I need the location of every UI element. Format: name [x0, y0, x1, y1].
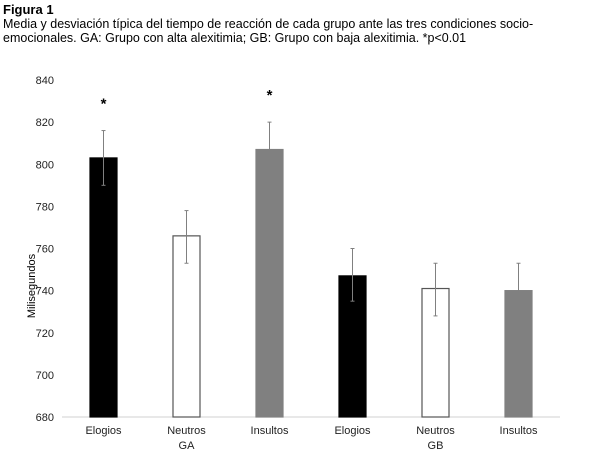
- group-label: GA: [179, 440, 196, 452]
- y-tick-label: 720: [36, 328, 54, 340]
- y-tick-label: 840: [36, 75, 54, 87]
- x-tick-label: Neutros: [167, 425, 206, 437]
- significance-asterisk: *: [101, 96, 107, 113]
- bar-GA-Elogios: [89, 157, 118, 418]
- figure-label: Figura 1: [3, 2, 54, 17]
- bar-GA-Insultos: [255, 148, 284, 418]
- y-tick-label: 760: [36, 244, 54, 256]
- x-tick-label: Elogios: [334, 425, 371, 437]
- figure-caption: Media y desviación típica del tiempo de …: [3, 17, 534, 45]
- group-label: GB: [428, 440, 444, 452]
- y-tick-label: 780: [36, 201, 54, 213]
- x-tick-label: Insultos: [251, 425, 289, 437]
- x-tick-label: Insultos: [500, 425, 538, 437]
- x-tick-label: Neutros: [416, 425, 455, 437]
- y-tick-label: 680: [36, 412, 54, 424]
- y-tick-label: 700: [36, 370, 54, 382]
- y-tick-label: 740: [36, 286, 54, 298]
- significance-asterisk: *: [267, 87, 273, 104]
- y-tick-label: 820: [36, 117, 54, 129]
- y-tick-label: 800: [36, 159, 54, 171]
- x-tick-label: Elogios: [85, 425, 122, 437]
